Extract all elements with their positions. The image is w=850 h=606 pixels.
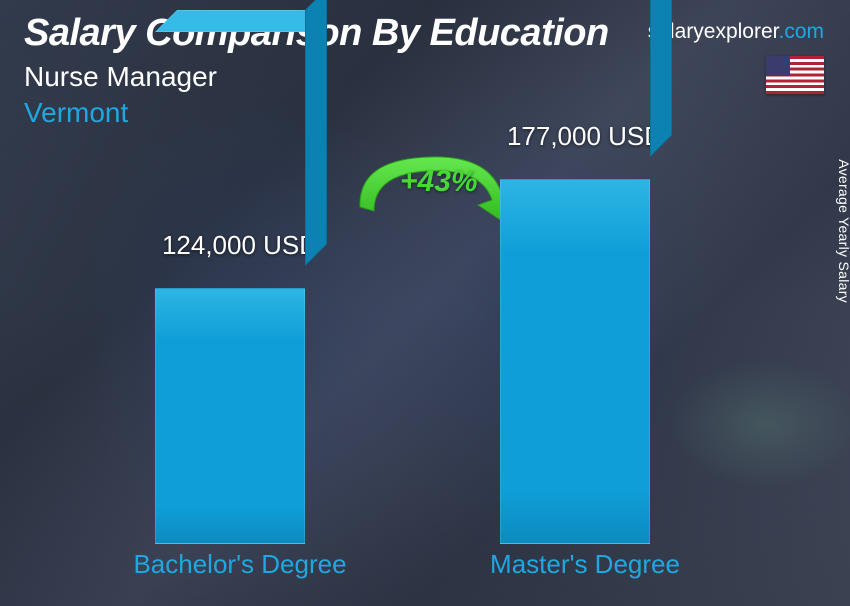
bar-value-bachelors: 124,000 USD	[110, 230, 370, 261]
bar-label-masters: Master's Degree	[445, 549, 725, 580]
brand-suffix: .com	[778, 20, 824, 43]
brand-logo: salaryexplorer.com	[648, 20, 824, 44]
bar-side-face	[650, 0, 672, 157]
bar-front-face	[500, 179, 650, 544]
bar-label-bachelors: Bachelor's Degree	[100, 549, 380, 580]
bar-side-face	[305, 0, 327, 266]
flag-icon	[766, 56, 824, 94]
chart-area: +43% 124,000 USD Bachelor's Degree 177,0…	[0, 145, 850, 584]
bar-value-masters: 177,000 USD	[455, 121, 715, 152]
increase-percent: +43%	[400, 165, 478, 199]
bar-top-face	[155, 10, 327, 32]
bar-front-face	[155, 288, 305, 544]
chart-subtitle: Nurse Manager	[24, 61, 826, 93]
